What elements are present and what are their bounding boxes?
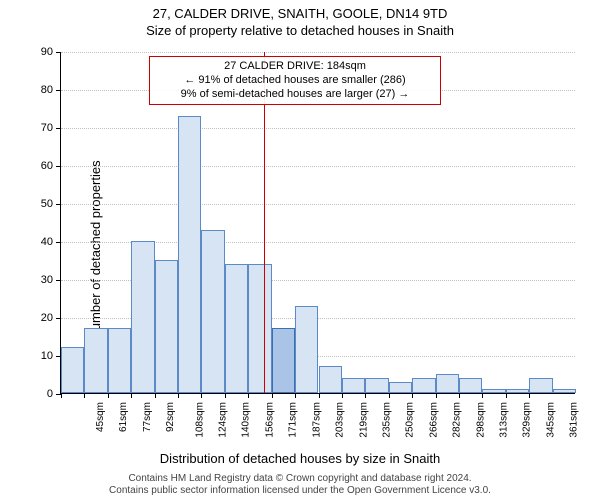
x-tick bbox=[459, 393, 460, 398]
x-tick-label: 345sqm bbox=[545, 402, 556, 438]
x-tick-label: 156sqm bbox=[264, 402, 275, 438]
histogram-bar bbox=[459, 378, 482, 393]
y-tick bbox=[56, 166, 61, 167]
x-tick bbox=[295, 393, 296, 398]
grid-line bbox=[61, 204, 575, 205]
x-tick-label: 203sqm bbox=[335, 402, 346, 438]
x-tick-label: 266sqm bbox=[428, 402, 439, 438]
x-tick bbox=[412, 393, 413, 398]
histogram-bar bbox=[365, 378, 388, 393]
y-tick-label: 0 bbox=[23, 388, 53, 400]
x-tick bbox=[529, 393, 530, 398]
y-tick bbox=[56, 52, 61, 53]
histogram-bar bbox=[225, 264, 248, 393]
x-tick-label: 329sqm bbox=[522, 402, 533, 438]
x-tick-label: 92sqm bbox=[165, 402, 176, 432]
x-tick bbox=[225, 393, 226, 398]
y-tick bbox=[56, 318, 61, 319]
footer-line-2: Contains public sector information licen… bbox=[0, 485, 600, 497]
histogram-bar bbox=[272, 328, 295, 393]
x-tick bbox=[482, 393, 483, 398]
y-tick bbox=[56, 204, 61, 205]
histogram-bar bbox=[342, 378, 365, 393]
histogram-plot: 010203040506070809045sqm61sqm77sqm92sqm1… bbox=[60, 52, 575, 394]
histogram-bar bbox=[84, 328, 107, 393]
histogram-bar bbox=[178, 116, 201, 393]
x-tick-label: 361sqm bbox=[569, 402, 580, 438]
histogram-bar bbox=[319, 366, 342, 393]
x-tick bbox=[178, 393, 179, 398]
x-tick-label: 219sqm bbox=[358, 402, 369, 438]
x-tick bbox=[155, 393, 156, 398]
x-tick bbox=[201, 393, 202, 398]
x-tick bbox=[365, 393, 366, 398]
histogram-bar bbox=[506, 389, 529, 393]
x-tick bbox=[436, 393, 437, 398]
histogram-bar bbox=[295, 306, 318, 393]
x-tick-label: 108sqm bbox=[194, 402, 205, 438]
annotation-line-3: 9% of semi-detached houses are larger (2… bbox=[156, 88, 434, 102]
x-tick-label: 45sqm bbox=[95, 402, 106, 432]
histogram-bar bbox=[61, 347, 84, 393]
y-tick bbox=[56, 242, 61, 243]
y-tick-label: 70 bbox=[23, 122, 53, 134]
histogram-bar bbox=[389, 382, 412, 393]
histogram-bar bbox=[436, 374, 459, 393]
footer-text: Contains HM Land Registry data © Crown c… bbox=[0, 473, 600, 496]
annotation-line-1: 27 CALDER DRIVE: 184sqm bbox=[156, 60, 434, 74]
x-tick bbox=[61, 393, 62, 398]
y-tick-label: 50 bbox=[23, 198, 53, 210]
page-title: 27, CALDER DRIVE, SNAITH, GOOLE, DN14 9T… bbox=[0, 6, 600, 21]
grid-line bbox=[61, 52, 575, 53]
x-tick bbox=[84, 393, 85, 398]
y-tick-label: 40 bbox=[23, 236, 53, 248]
y-tick-label: 80 bbox=[23, 84, 53, 96]
x-tick-label: 187sqm bbox=[311, 402, 322, 438]
histogram-bar bbox=[412, 378, 435, 393]
x-tick-label: 171sqm bbox=[288, 402, 299, 438]
y-tick bbox=[56, 90, 61, 91]
x-tick bbox=[272, 393, 273, 398]
grid-line bbox=[61, 128, 575, 129]
x-tick-label: 61sqm bbox=[118, 402, 129, 432]
histogram-bar bbox=[248, 264, 271, 393]
histogram-bar bbox=[553, 389, 576, 393]
annotation-box: 27 CALDER DRIVE: 184sqm ← 91% of detache… bbox=[149, 56, 441, 105]
annotation-line-2: ← 91% of detached houses are smaller (28… bbox=[156, 74, 434, 88]
x-tick bbox=[319, 393, 320, 398]
histogram-bar bbox=[131, 241, 154, 393]
x-axis-label: Distribution of detached houses by size … bbox=[0, 451, 600, 466]
x-tick bbox=[389, 393, 390, 398]
x-tick-label: 235sqm bbox=[381, 402, 392, 438]
x-tick bbox=[131, 393, 132, 398]
x-tick bbox=[248, 393, 249, 398]
x-tick-label: 282sqm bbox=[452, 402, 463, 438]
x-tick-label: 298sqm bbox=[475, 402, 486, 438]
y-tick bbox=[56, 280, 61, 281]
x-tick-label: 77sqm bbox=[142, 402, 153, 432]
x-tick-label: 124sqm bbox=[218, 402, 229, 438]
subtitle: Size of property relative to detached ho… bbox=[0, 23, 600, 38]
histogram-bar bbox=[529, 378, 552, 393]
footer-line-1: Contains HM Land Registry data © Crown c… bbox=[0, 473, 600, 485]
y-tick bbox=[56, 128, 61, 129]
y-tick-label: 60 bbox=[23, 160, 53, 172]
x-tick-label: 250sqm bbox=[405, 402, 416, 438]
histogram-bar bbox=[108, 328, 131, 393]
x-tick-label: 140sqm bbox=[241, 402, 252, 438]
y-tick-label: 30 bbox=[23, 274, 53, 286]
histogram-bar bbox=[155, 260, 178, 393]
y-tick-label: 90 bbox=[23, 46, 53, 58]
grid-line bbox=[61, 166, 575, 167]
histogram-bar bbox=[482, 389, 505, 393]
histogram-bar bbox=[201, 230, 224, 393]
y-tick-label: 10 bbox=[23, 350, 53, 362]
x-tick bbox=[342, 393, 343, 398]
x-tick bbox=[108, 393, 109, 398]
x-tick bbox=[506, 393, 507, 398]
x-tick-label: 313sqm bbox=[499, 402, 510, 438]
y-tick-label: 20 bbox=[23, 312, 53, 324]
